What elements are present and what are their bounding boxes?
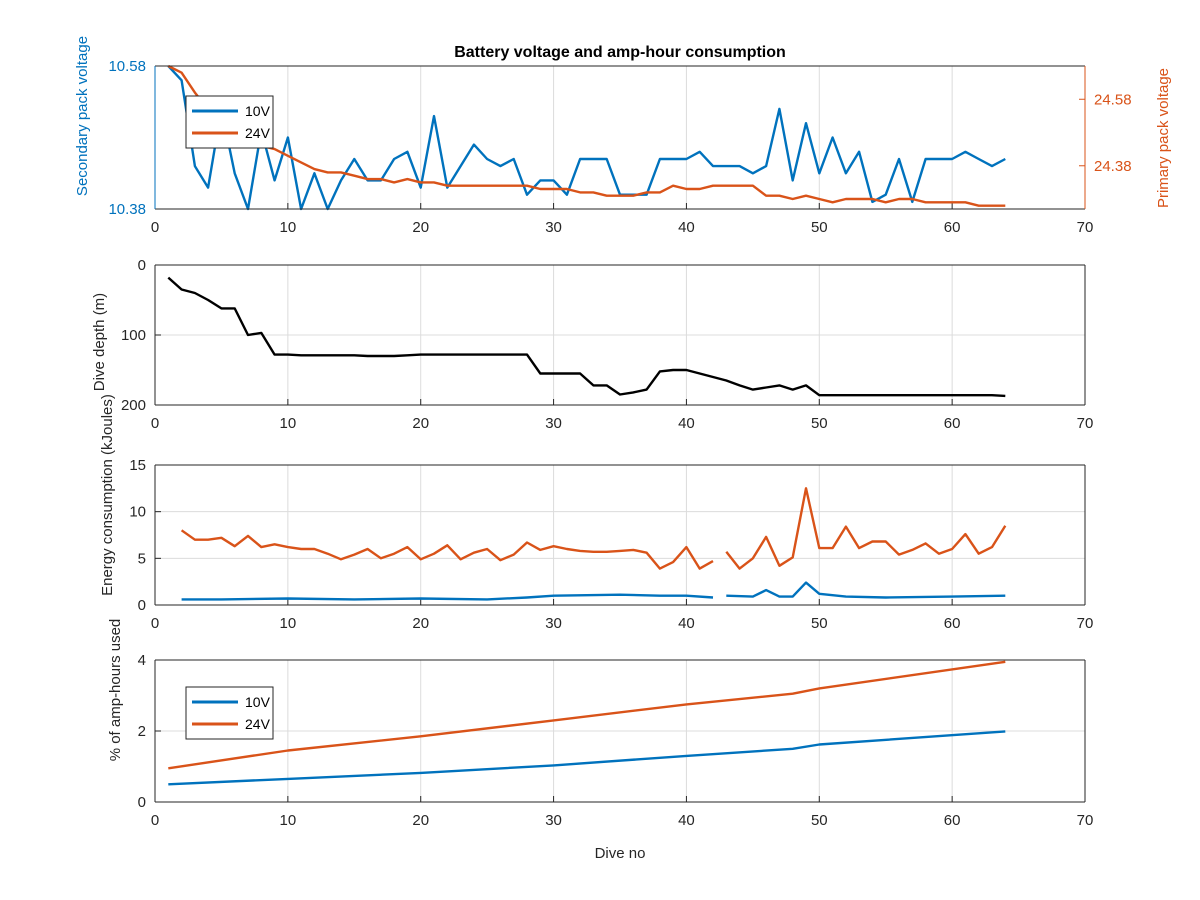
x-tick-label: 20: [412, 812, 429, 829]
y-tick-label: 100: [121, 327, 146, 344]
x-tick-label: 40: [678, 812, 695, 829]
y-tick-label: 2: [138, 723, 146, 740]
x-tick-label: 30: [545, 415, 562, 432]
y-tick-label: 10: [129, 504, 146, 521]
legend-label-24v: 24V: [245, 716, 271, 732]
x-tick-label: 40: [678, 415, 695, 432]
x-tick-label: 0: [151, 415, 159, 432]
subplot-2: 0 10 20 30 40 50 60 70 0 100 200 Dive depth (m): [91, 257, 1093, 432]
y-axis-label: Secondary pack voltage: [74, 36, 91, 196]
x-tick-label: 70: [1077, 812, 1094, 829]
x-tick-label: 60: [944, 615, 961, 632]
x-tick-label: 70: [1077, 415, 1094, 432]
y-tick-label: 10.58: [108, 58, 146, 75]
figure-title: Battery voltage and amp-hour consumption: [454, 44, 786, 61]
series-line-24v: [167, 64, 1006, 207]
x-tick-label: 10: [280, 615, 297, 632]
y-tick-label: 0: [138, 597, 146, 614]
plot-area: [155, 66, 1085, 209]
x-tick-label: 50: [811, 615, 828, 632]
legend-label-10v: 10V: [245, 694, 271, 710]
x-tick-label: 50: [811, 219, 828, 236]
x-tick-label: 10: [280, 219, 297, 236]
legend-box: [185, 686, 274, 740]
y-axis-label: Dive depth (m): [91, 293, 108, 391]
subplots: 0 10 20 30 40 50 60 7010.3810.5824.3824.58Secon…: [74, 36, 1172, 829]
x-tick-label: 20: [412, 219, 429, 236]
x-tick-label: 0: [151, 615, 159, 632]
y-right-axis-label: Primary pack voltage: [1155, 68, 1172, 208]
x-tick-label: 50: [811, 415, 828, 432]
x-tick-label: 50: [811, 812, 828, 829]
x-tick-label: 30: [545, 615, 562, 632]
x-tick-label: 0: [151, 219, 159, 236]
y-tick-label: 10.38: [108, 201, 146, 218]
y-tick-label: 5: [138, 550, 146, 567]
x-tick-label: 60: [944, 415, 961, 432]
legend-box: [185, 95, 274, 149]
y-tick-label: 0: [138, 257, 146, 274]
x-tick-label: 10: [280, 415, 297, 432]
y-right-tick-label: 24.38: [1094, 158, 1132, 175]
x-tick-label: 40: [678, 219, 695, 236]
x-tick-label: 10: [280, 812, 297, 829]
x-tick-label: 30: [545, 219, 562, 236]
x-tick-label: 30: [545, 812, 562, 829]
x-axis-label: Dive no: [595, 845, 646, 862]
series-line-10v: [167, 65, 1006, 211]
y-tick-label: 4: [138, 652, 146, 669]
series-line-24v: [180, 487, 1007, 570]
x-tick-label: 70: [1077, 615, 1094, 632]
y-tick-label: 0: [138, 794, 146, 811]
legend-label-10v: 10V: [245, 103, 271, 119]
x-tick-label: 60: [944, 812, 961, 829]
series-line-10v: [181, 581, 1006, 601]
x-tick-label: 20: [412, 615, 429, 632]
series-line-depth: [167, 276, 1006, 398]
x-tick-label: 0: [151, 812, 159, 829]
legend-label-24v: 24V: [245, 125, 271, 141]
series-line-10v: [168, 730, 1006, 786]
subplot-3: 0 10 20 30 40 50 60 70 0 5 10 15 Energy consumption …: [99, 394, 1093, 632]
y-tick-label: 200: [121, 397, 146, 414]
x-tick-label: 40: [678, 615, 695, 632]
subplot-1: 0 10 20 30 40 50 60 70 10.38 10.58 24.38 24.58 Secon…: [74, 36, 1172, 236]
x-tick-label: 20: [412, 415, 429, 432]
y-axis-label: % of amp-hours used: [107, 619, 124, 762]
y-tick-label: 15: [129, 457, 146, 474]
plot-area: [155, 465, 1085, 605]
series-line-24v: [168, 660, 1006, 770]
x-tick-label: 60: [944, 219, 961, 236]
subplot-4: 0 10 20 30 40 50 60 70 0 2 4 % of amp-hours used 10V…: [107, 619, 1093, 829]
y-axis-label: Energy consumption (kJoules): [99, 394, 116, 596]
x-tick-label: 70: [1077, 219, 1094, 236]
y-right-tick-label: 24.58: [1094, 91, 1132, 108]
